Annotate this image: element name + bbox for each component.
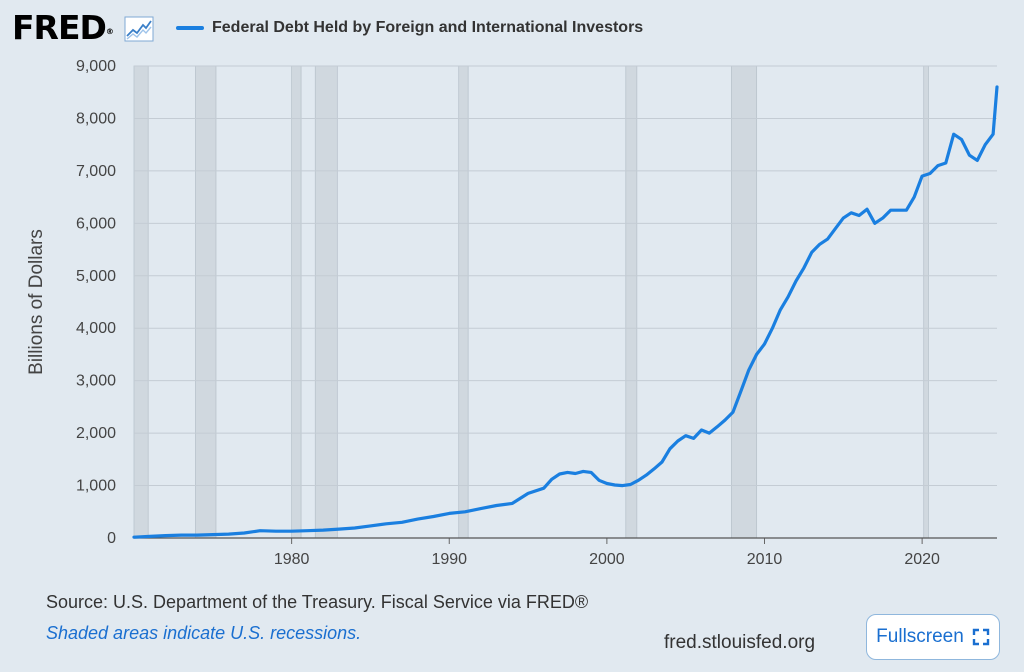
legend-swatch — [176, 26, 204, 30]
series-layer — [132, 85, 999, 539]
y-tick-label: 9,000 — [76, 58, 116, 75]
recession-band — [923, 65, 929, 539]
source-text: Source: U.S. Department of the Treasury.… — [46, 592, 589, 612]
fullscreen-label: Fullscreen — [876, 626, 964, 647]
recession-band — [291, 65, 302, 539]
fred-logo[interactable]: FRED® — [12, 8, 114, 47]
y-tick-label: 8,000 — [76, 110, 116, 127]
y-axis-label: Billions of Dollars — [26, 229, 47, 375]
recession-note: Shaded areas indicate U.S. recessions. — [46, 623, 362, 643]
series-line[interactable] — [132, 85, 999, 539]
recession-band — [625, 65, 638, 539]
registered-mark: ® — [105, 27, 114, 36]
recession-band — [314, 65, 338, 539]
recession-bands — [133, 65, 929, 539]
y-tick-label: 2,000 — [76, 425, 116, 442]
recession-band — [458, 65, 469, 539]
y-tick-label: 3,000 — [76, 373, 116, 390]
recession-band — [195, 65, 217, 539]
y-axis-ticks: 0 1,000 2,000 3,000 4,000 5,000 6,000 7,000 8,00… — [76, 58, 116, 547]
x-tick-label: 1990 — [431, 551, 467, 568]
x-tick-label: 2020 — [904, 551, 940, 568]
chart-legend[interactable]: Federal Debt Held by Foreign and Interna… — [176, 18, 643, 38]
y-tick-label: 0 — [107, 530, 116, 547]
y-tick-label: 4,000 — [76, 320, 116, 337]
x-tick-label: 2000 — [589, 551, 625, 568]
grid-lines — [134, 65, 997, 487]
line-chart[interactable]: 0 1,000 2,000 3,000 4,000 5,000 6,000 7,000 8,00… — [0, 40, 1024, 600]
y-tick-label: 7,000 — [76, 163, 116, 180]
y-tick-label: 1,000 — [76, 478, 116, 495]
site-link[interactable]: fred.stlouisfed.org — [664, 632, 816, 653]
recession-band — [731, 65, 758, 539]
fullscreen-button[interactable]: Fullscreen — [866, 614, 1000, 660]
x-tick-label: 1980 — [274, 551, 310, 568]
fred-logo-text: FRED — [12, 8, 107, 47]
line-graph-icon — [124, 16, 154, 42]
recession-band — [133, 65, 149, 539]
legend-label: Federal Debt Held by Foreign and Interna… — [212, 19, 644, 36]
x-tick-label: 2010 — [747, 551, 783, 568]
y-tick-label: 5,000 — [76, 268, 116, 285]
x-axis-ticks: 1980 1990 2000 2010 2020 — [274, 538, 940, 568]
y-tick-label: 6,000 — [76, 215, 116, 232]
expand-icon — [972, 628, 990, 646]
chart-header: FRED® Federal Debt Held by Foreign and I… — [10, 8, 1010, 48]
